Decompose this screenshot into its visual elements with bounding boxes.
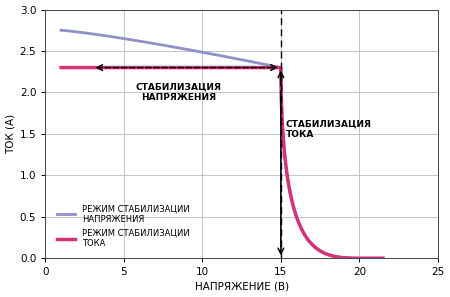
РЕЖИМ СТАБИЛИЗАЦИИ
НАПРЯЖЕНИЯ	[361, 257, 367, 260]
РЕЖИМ СТАБИЛИЗАЦИИ
НАПРЯЖЕНИЯ	[273, 65, 279, 68]
РЕЖИМ СТАБИЛИЗАЦИИ
ТОКА	[115, 66, 121, 69]
РЕЖИМ СТАБИЛИЗАЦИИ
ТОКА	[58, 66, 64, 69]
РЕЖИМ СТАБИЛИЗАЦИИ
ТОКА	[380, 257, 386, 260]
Y-axis label: ТОК (А): ТОК (А)	[5, 114, 16, 154]
Line: РЕЖИМ СТАБИЛИЗАЦИИ
ТОКА: РЕЖИМ СТАБИЛИЗАЦИИ ТОКА	[61, 68, 383, 258]
РЕЖИМ СТАБИЛИЗАЦИИ
ТОКА	[141, 66, 147, 69]
РЕЖИМ СТАБИЛИЗАЦИИ
НАПРЯЖЕНИЯ	[115, 36, 121, 40]
РЕЖИМ СТАБИЛИЗАЦИИ
ТОКА	[301, 231, 306, 234]
РЕЖИМ СТАБИЛИЗАЦИИ
ТОКА	[361, 257, 367, 260]
Line: РЕЖИМ СТАБИЛИЗАЦИИ
НАПРЯЖЕНИЯ: РЕЖИМ СТАБИЛИЗАЦИИ НАПРЯЖЕНИЯ	[61, 30, 383, 258]
РЕЖИМ СТАБИЛИЗАЦИИ
НАПРЯЖЕНИЯ	[204, 51, 209, 55]
РЕЖИМ СТАБИЛИЗАЦИИ
НАПРЯЖЕНИЯ	[141, 40, 147, 44]
Text: СТАБИЛИЗАЦИЯ
ТОКА: СТАБИЛИЗАЦИЯ ТОКА	[286, 120, 372, 140]
РЕЖИМ СТАБИЛИЗАЦИИ
НАПРЯЖЕНИЯ	[58, 29, 64, 32]
РЕЖИМ СТАБИЛИЗАЦИИ
ТОКА	[273, 66, 279, 69]
Legend: РЕЖИМ СТАБИЛИЗАЦИИ
НАПРЯЖЕНИЯ, РЕЖИМ СТАБИЛИЗАЦИИ
ТОКА: РЕЖИМ СТАБИЛИЗАЦИИ НАПРЯЖЕНИЯ, РЕЖИМ СТА…	[54, 201, 193, 252]
РЕЖИМ СТАБИЛИЗАЦИИ
ТОКА	[204, 66, 209, 69]
Text: СТАБИЛИЗАЦИЯ
НАПРЯЖЕНИЯ: СТАБИЛИЗАЦИЯ НАПРЯЖЕНИЯ	[136, 83, 222, 102]
РЕЖИМ СТАБИЛИЗАЦИИ
ТОКА	[248, 66, 253, 69]
РЕЖИМ СТАБИЛИЗАЦИИ
НАПРЯЖЕНИЯ	[301, 231, 306, 234]
РЕЖИМ СТАБИЛИЗАЦИИ
НАПРЯЖЕНИЯ	[248, 60, 253, 63]
РЕЖИМ СТАБИЛИЗАЦИИ
НАПРЯЖЕНИЯ	[380, 257, 386, 260]
X-axis label: НАПРЯЖЕНИЕ (В): НАПРЯЖЕНИЕ (В)	[194, 282, 288, 291]
